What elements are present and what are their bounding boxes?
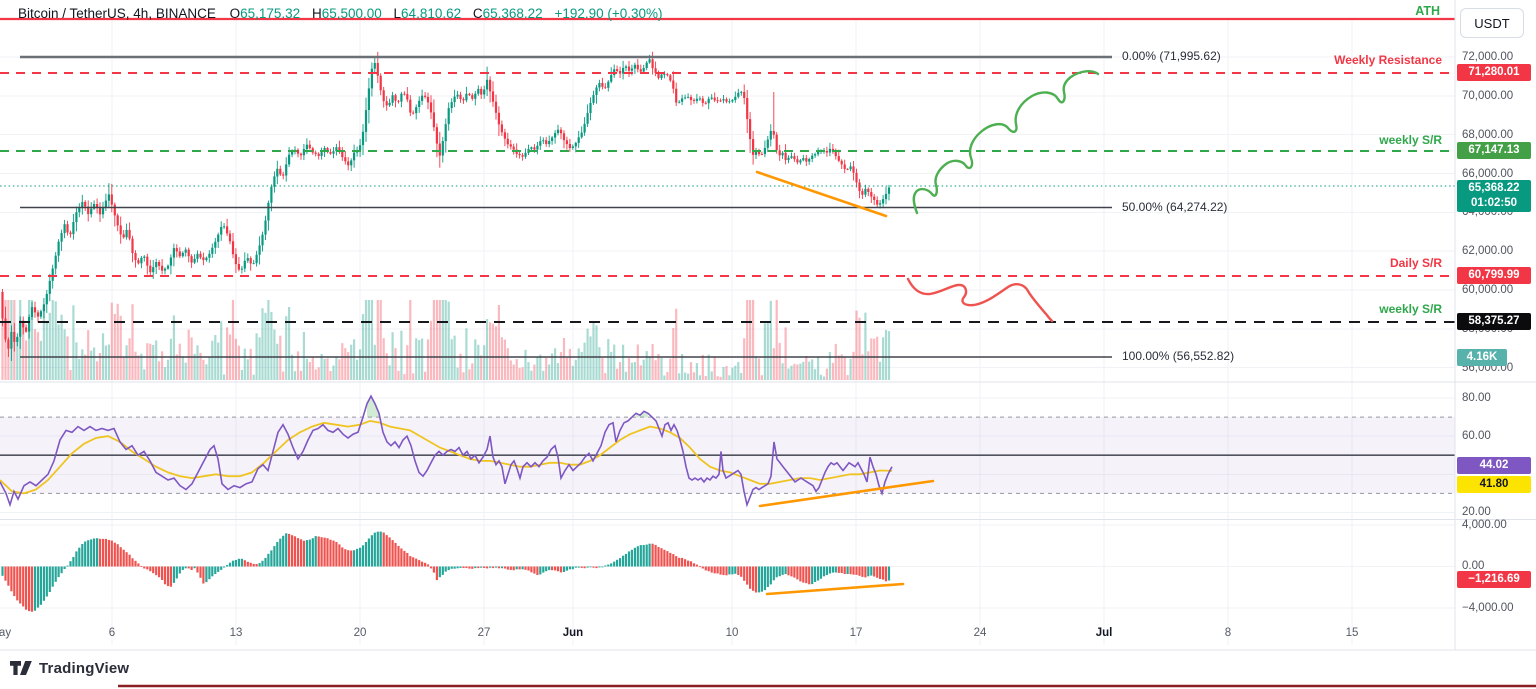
time-axis-label[interactable]: 10 [725, 627, 739, 639]
tradingview-logo-icon [10, 661, 32, 675]
price-axis-label: 4,000.00 [1462, 519, 1507, 531]
time-axis-label[interactable]: 6 [108, 627, 116, 639]
ath-label: ATH [1415, 4, 1440, 18]
weekly-resistance-price-badge: 71,280.01 [1457, 64, 1531, 81]
line-name-label: weekly S/R [1379, 302, 1442, 316]
tradingview-attribution[interactable]: TradingView [10, 660, 129, 677]
rsi-ma-line[interactable] [0, 419, 893, 495]
price-axis-label: 80.00 [1462, 392, 1491, 404]
line-name-label: Weekly Resistance [1334, 53, 1442, 67]
low-value: 64,810.62 [401, 6, 462, 21]
macd-value-badge: −1,216.69 [1457, 571, 1531, 588]
time-axis-label[interactable]: Jun [562, 627, 584, 639]
macd-histogram [1, 531, 891, 612]
rsi-line[interactable] [0, 394, 893, 508]
price-axis-label: 72,000.00 [1462, 51, 1514, 63]
rsi-ma-value-badge: 41.80 [1457, 476, 1531, 493]
time-axis-label[interactable]: ay [0, 627, 12, 639]
time-axis-label[interactable]: 17 [849, 627, 863, 639]
price-trendline[interactable] [755, 170, 888, 218]
macd-trendline[interactable] [765, 582, 905, 596]
symbol-ohlc-header[interactable]: Bitcoin / TetherUS, 4h, BINANCE O65,175.… [18, 6, 663, 21]
weekly-sr-price-badge: 67,147.13 [1457, 142, 1531, 159]
fib-level-label: 50.00% (64,274.22) [1122, 199, 1228, 214]
rsi-trendline[interactable] [758, 479, 935, 508]
time-axis-label[interactable]: 13 [229, 627, 243, 639]
fib-level-label: 0.00% (71,995.62) [1122, 49, 1221, 63]
high-value: 65,500.00 [321, 6, 382, 21]
weekly-sr2-price-badge: 58,375.27 [1457, 313, 1531, 330]
price-axis-label: 70,000.00 [1462, 90, 1514, 102]
fib-level-label: 100.00% (56,552.82) [1122, 349, 1235, 363]
time-axis-label[interactable]: Jul [1095, 627, 1113, 639]
price-axis-label: 66,000.00 [1462, 168, 1514, 180]
currency-toggle-button[interactable]: USDT [1460, 8, 1524, 38]
price-axis-label: 62,000.00 [1462, 245, 1514, 257]
time-axis-label[interactable]: 24 [973, 627, 987, 639]
line-name-label: weekly S/R [1379, 133, 1442, 147]
time-axis-label[interactable]: 8 [1224, 627, 1232, 639]
time-axis-label[interactable]: 27 [477, 627, 491, 639]
volume-series [1, 300, 891, 380]
time-axis-label[interactable]: 15 [1345, 627, 1359, 639]
price-axis-label: 60,000.00 [1462, 284, 1514, 296]
price-axis-label: 0.00 [1462, 560, 1485, 572]
price-axis-label: 60.00 [1462, 430, 1491, 442]
price-axis-label: 20.00 [1462, 506, 1491, 518]
rsi-value-badge: 44.02 [1457, 457, 1531, 474]
time-axis-label[interactable]: 20 [353, 627, 367, 639]
tradingview-wordmark: TradingView [39, 660, 130, 677]
volume-badge: 4.16K [1457, 349, 1507, 366]
daily-sr-price-badge: 60,799.99 [1457, 267, 1531, 284]
symbol-title[interactable]: Bitcoin / TetherUS, 4h, BINANCE [18, 6, 216, 21]
line-name-label: Daily S/R [1389, 256, 1442, 270]
change-value: +192.90 (+0.30%) [554, 6, 663, 21]
last-price-countdown-badge: 65,368.22 01:02:50 [1457, 180, 1531, 212]
price-axis-label: −4,000.00 [1462, 602, 1514, 614]
close-value: 65,368.22 [482, 6, 543, 21]
open-value: 65,175.32 [240, 6, 301, 21]
bullish-projection[interactable] [912, 69, 1100, 215]
bearish-projection[interactable] [906, 277, 1054, 323]
price-axis-label: 68,000.00 [1462, 129, 1514, 141]
